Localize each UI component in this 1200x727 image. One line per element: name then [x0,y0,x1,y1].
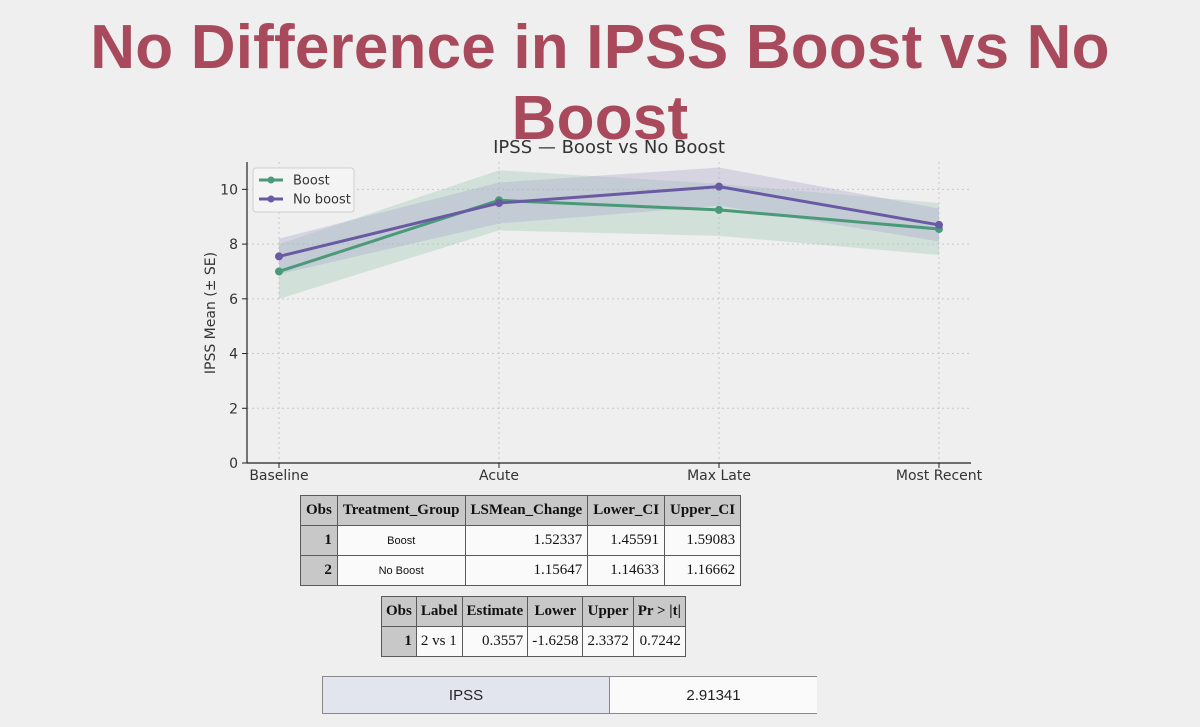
y-tick-label: 6 [229,292,238,308]
table-cell: 1.14633 [587,555,666,586]
chart-axes [246,162,971,464]
legend-label: Boost [293,174,330,189]
table-cell: 0.7242 [632,626,686,657]
y-tick-label: 10 [220,182,238,198]
series-line-1 [278,198,940,273]
error-band-2 [279,167,939,275]
data-point [935,220,943,229]
data-point [495,199,503,208]
table-cell: 2.3372 [582,626,634,657]
legend-label: No boost [293,193,351,208]
data-point [275,252,283,261]
table-cell: No Boost [336,555,466,586]
series-lines [275,182,943,276]
legend-marker [267,176,275,184]
x-tick-label: Baseline [249,468,308,484]
table-cell: 1.45591 [587,525,666,556]
table-cell: 1 [300,525,338,556]
y-tick-labels: 0 2 4 6 8 10 [220,182,247,472]
series-line-2 [278,185,940,258]
y-tick-label: 4 [229,347,238,363]
y-axis-label: IPSS Mean (± SE) [203,252,219,374]
y-tick-label: 2 [229,401,238,417]
data-point [715,205,723,214]
table-cell: Boost [336,525,466,556]
ipss-summary-label: IPSS [322,677,610,713]
column-header: Treatment_Group [336,495,466,526]
x-tick-label: Max Late [687,468,751,484]
ipss-summary: IPSS 2.91341 [322,676,817,714]
y-tick-label: 8 [229,237,238,253]
table-cell: 1.52337 [464,525,589,556]
table-row: 1 Boost 1.52337 1.45591 1.59083 [300,525,742,556]
table-cell: 1 [381,626,417,657]
table-cell: 1.16662 [664,555,742,586]
column-header: Upper [582,596,634,627]
chart-title: IPSS — Boost vs No Boost [493,137,725,158]
column-header: Obs [300,495,338,526]
lsmean-table-header: Obs Treatment_Group LSMean_Change Lower_CI U… [300,495,742,526]
legend-marker [267,195,275,203]
error-bands [279,167,939,299]
table-cell: 1.15647 [464,555,589,586]
contrast-table-header: Obs Label Estimate Lower Upper Pr > |t| [381,596,686,627]
table-row: 2 No Boost 1.15647 1.14633 1.16662 [300,555,742,586]
table-cell: 0.3557 [461,626,529,657]
column-header: LSMean_Change [464,495,589,526]
y-tick-label: 0 [229,456,238,472]
column-header: Estimate [461,596,529,627]
column-header: Lower_CI [587,495,666,526]
data-point [715,182,723,191]
chart-legend: Boost No boost [252,167,355,213]
x-tick-label: Most Recent [896,468,983,484]
column-header: Label [415,596,463,627]
column-header: Pr > |t| [632,596,686,627]
error-band-1 [279,170,939,299]
table-cell: -1.6258 [527,626,584,657]
x-tick-labels: Baseline Acute Max Late Most Recent [249,463,983,484]
ipss-line-chart: IPSS — Boost vs No Boost Baseline Acute Ma… [203,137,983,484]
table-cell: 2 [300,555,338,586]
data-point [275,267,283,276]
lsmean-table: Obs Treatment_Group LSMean_Change Lower_CI U… [300,495,742,586]
slide-title: No Difference in IPSS Boost vs No Boost [90,13,1110,153]
ipss-summary-value: 2.91341 [610,677,817,713]
column-header: Upper_CI [664,495,742,526]
x-tick-label: Acute [479,468,519,484]
table-cell: 2 vs 1 [415,626,463,657]
column-header: Obs [381,596,417,627]
column-header: Lower [527,596,584,627]
table-cell: 1.59083 [664,525,742,556]
